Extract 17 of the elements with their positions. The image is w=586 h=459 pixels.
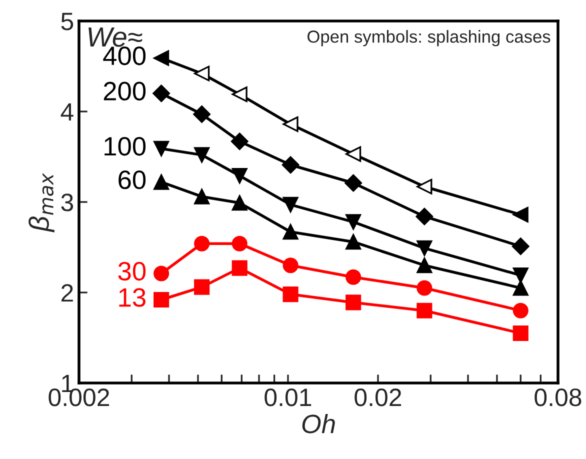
annotation: Open symbols: splashing cases: [308, 30, 550, 46]
y-tick-label: 2: [61, 284, 73, 302]
x-axis-title: Oh: [302, 414, 335, 434]
series-label: 100: [104, 137, 146, 156]
series-label: 400: [103, 46, 146, 66]
series-label: 30: [118, 262, 146, 281]
y-tick-label: 3: [61, 194, 74, 212]
y-axis-title: β$_{max}$: [28, 173, 54, 232]
series-label: 13: [119, 288, 146, 307]
y-tick-label: 4: [60, 103, 74, 121]
legend-title: We≈: [88, 27, 142, 47]
x-tick-label: 0.01: [264, 388, 312, 406]
x-tick-label: 0.08: [534, 388, 582, 406]
y-tick-label: 5: [61, 12, 74, 30]
series-label: 60: [118, 170, 146, 190]
x-tick-label: 0.02: [354, 388, 402, 406]
series-label: 200: [104, 82, 146, 100]
